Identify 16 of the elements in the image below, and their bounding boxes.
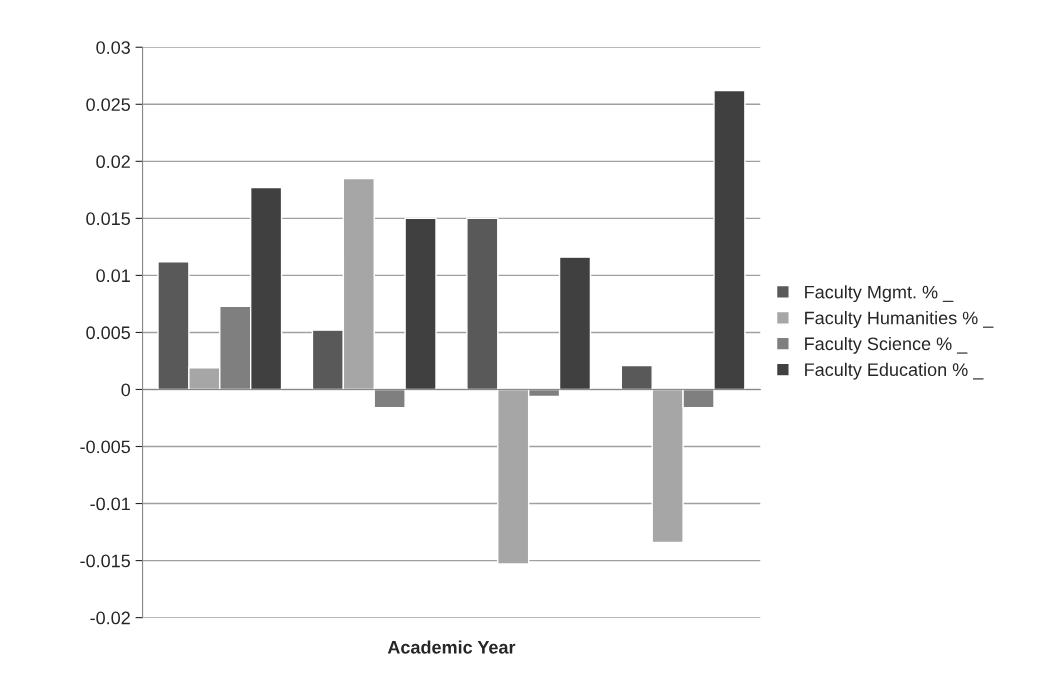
y-tick-label: 0 [121, 383, 131, 397]
legend-label: Faculty Science % _ [805, 336, 968, 354]
y-tick-label: -0.02 [90, 611, 130, 625]
y-tick-label: 0.015 [86, 212, 130, 226]
y-tick-label: 0.005 [86, 326, 130, 340]
y-tick-label: -0.005 [80, 440, 130, 454]
legend-label: Faculty Education % _ [805, 362, 984, 380]
y-tick-label: 0.03 [96, 41, 130, 54]
legend-label: Faculty Humanities % _ [805, 311, 994, 328]
y-tick-label: -0.015 [80, 554, 130, 568]
y-tick-label: 0.01 [96, 269, 130, 283]
x-axis-title: Academic Year [387, 640, 516, 654]
y-tick-label: 0.025 [86, 98, 130, 112]
y-tick-label: 0.02 [96, 155, 130, 169]
legend-label: Faculty Mgmt. % _ [805, 285, 954, 303]
y-tick-label: -0.01 [90, 497, 130, 511]
